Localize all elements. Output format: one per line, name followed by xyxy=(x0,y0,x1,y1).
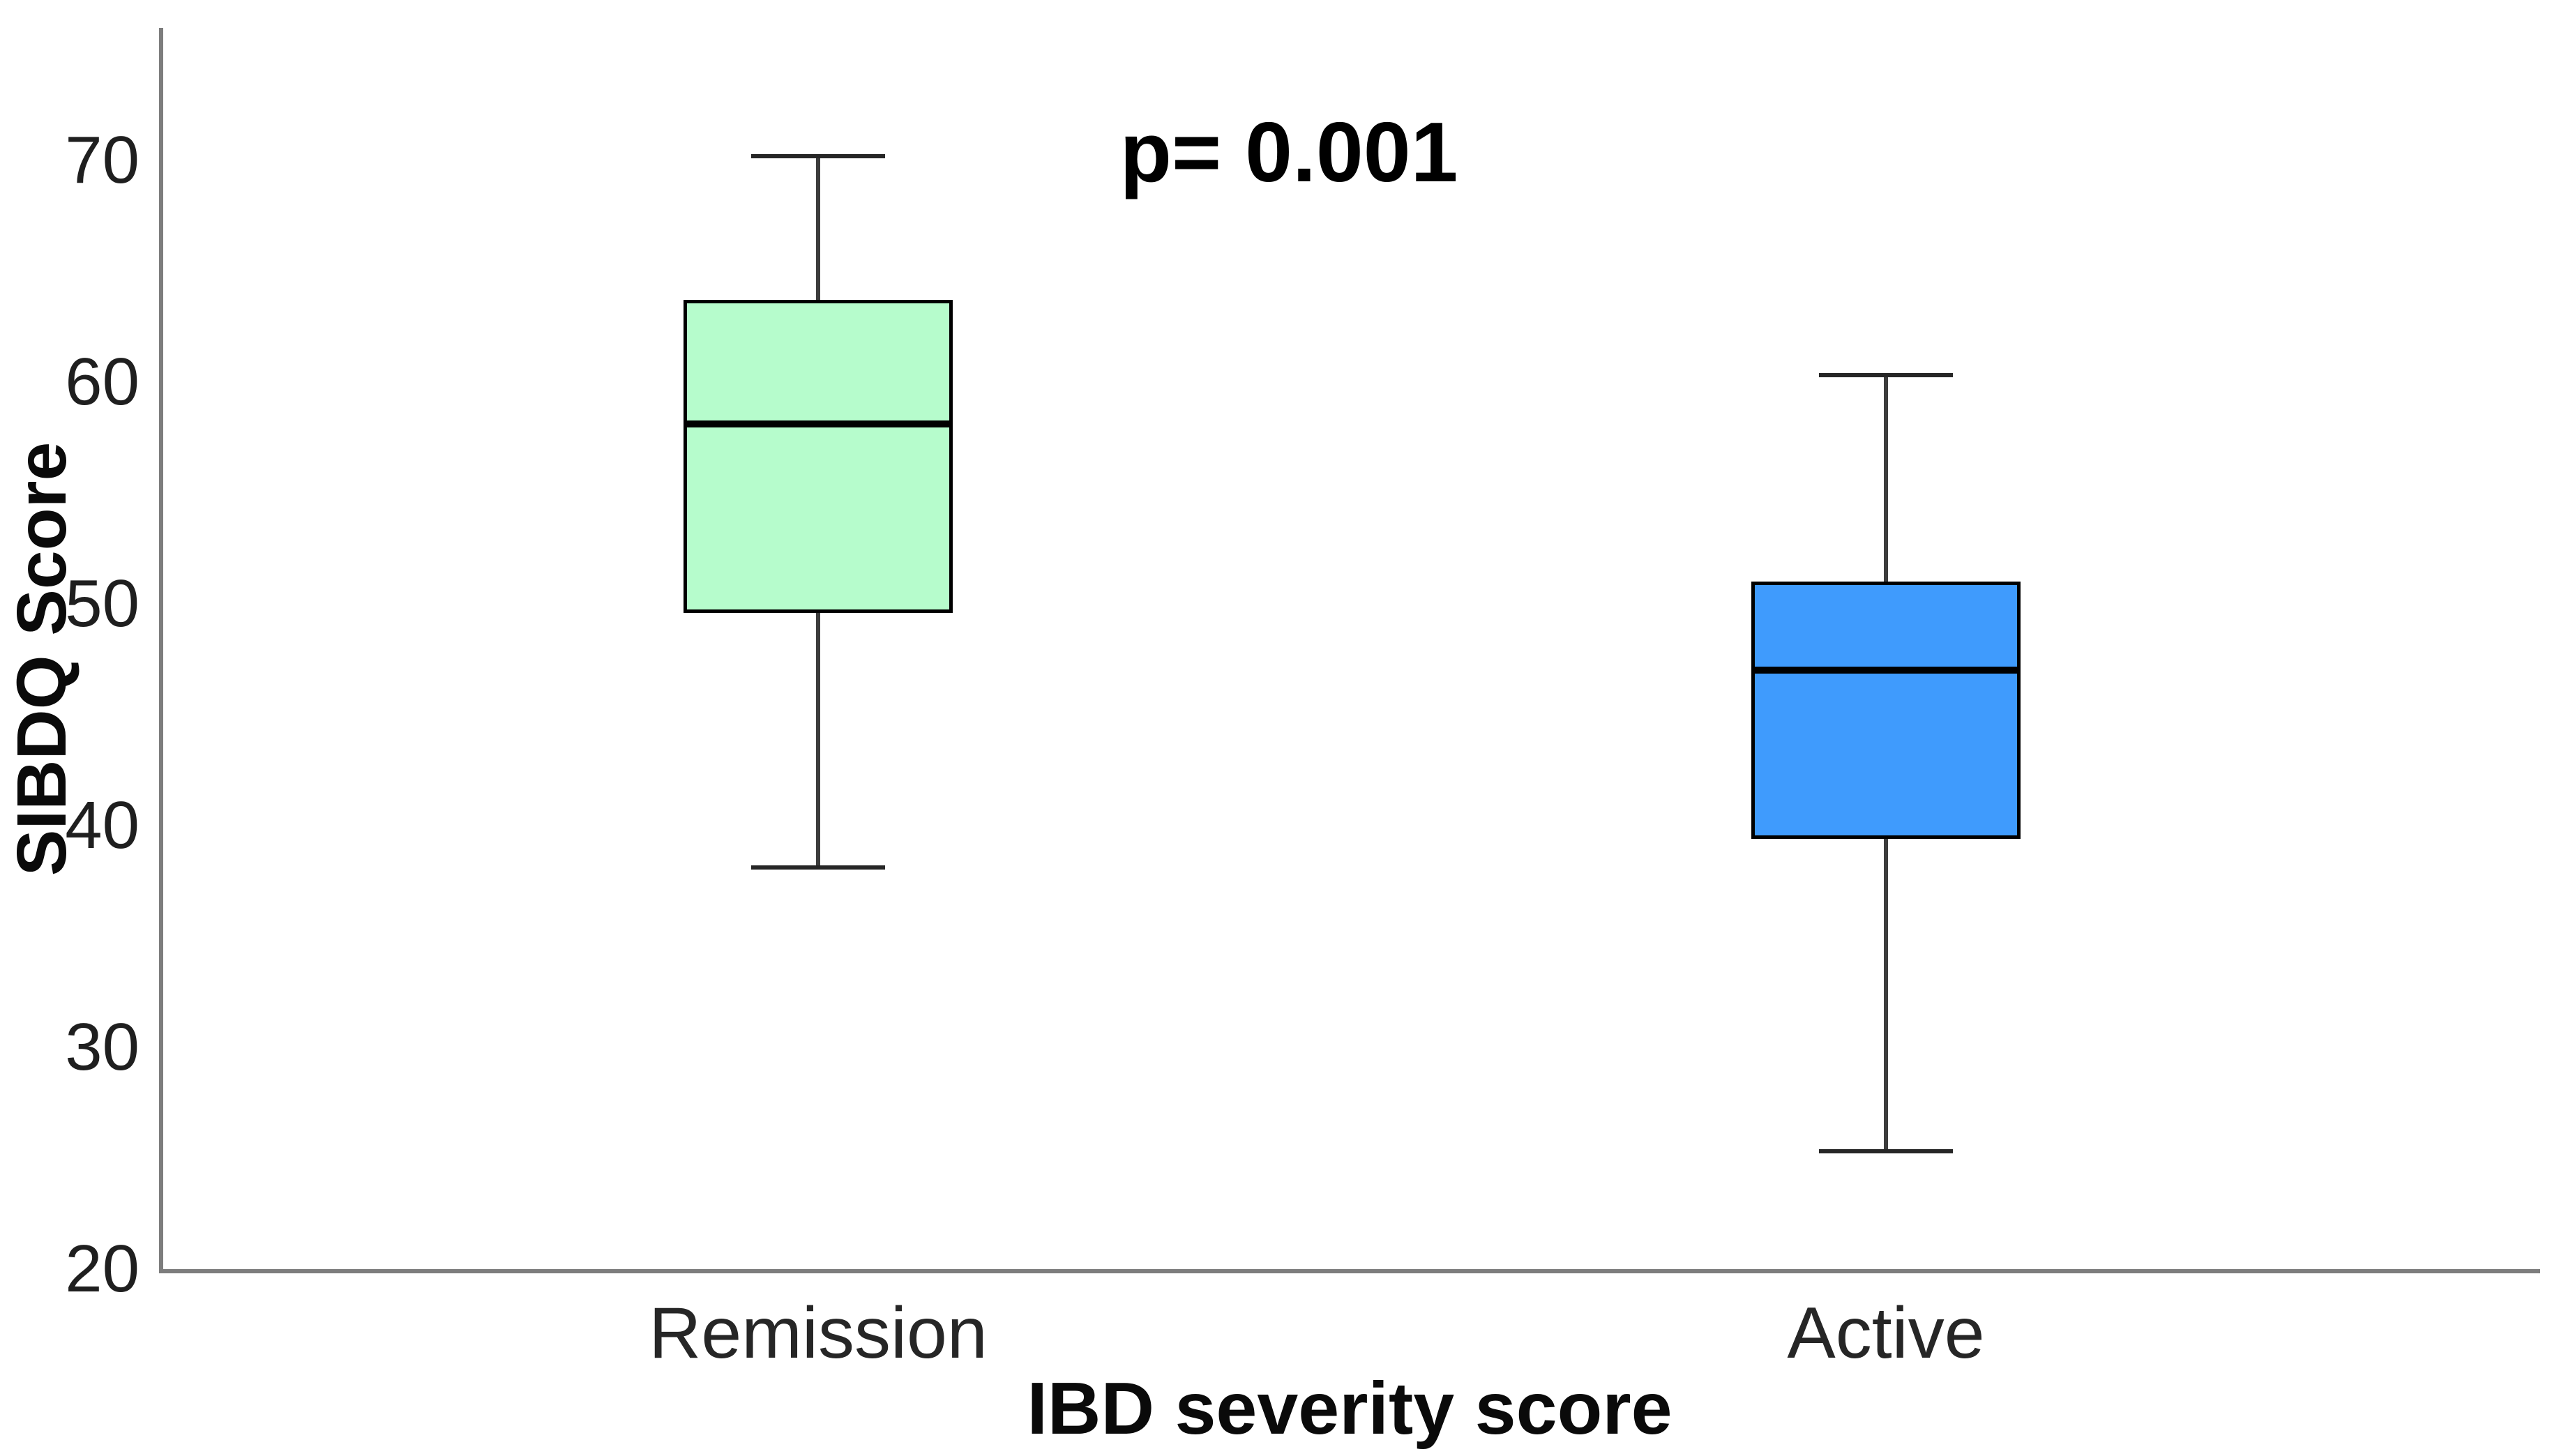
x-axis-line xyxy=(159,1269,2540,1273)
x-category-label-remission: Remission xyxy=(649,1293,988,1374)
y-tick-label-50: 50 xyxy=(65,566,139,641)
iqr-box xyxy=(1751,582,2021,839)
y-tick-label-40: 40 xyxy=(65,788,139,863)
whisker-cap-top xyxy=(751,154,885,158)
whisker-cap-bottom xyxy=(1819,1149,1953,1153)
y-tick-label-30: 30 xyxy=(65,1010,139,1084)
y-tick-label-20: 20 xyxy=(65,1231,139,1306)
whisker-cap-top xyxy=(1819,373,1953,377)
median-line xyxy=(1751,667,2021,674)
x-axis-title: IBD severity score xyxy=(1027,1367,1673,1450)
iqr-box xyxy=(684,300,953,613)
p-value-annotation: p= 0.001 xyxy=(1119,105,1458,199)
y-axis-line xyxy=(159,28,163,1273)
y-tick-label-60: 60 xyxy=(65,344,139,419)
median-line xyxy=(684,420,953,427)
y-tick-label-70: 70 xyxy=(65,123,139,197)
x-category-label-active: Active xyxy=(1787,1293,1985,1374)
whisker-cap-bottom xyxy=(751,865,885,870)
y-axis-title: SIBDQ Score xyxy=(3,441,81,877)
